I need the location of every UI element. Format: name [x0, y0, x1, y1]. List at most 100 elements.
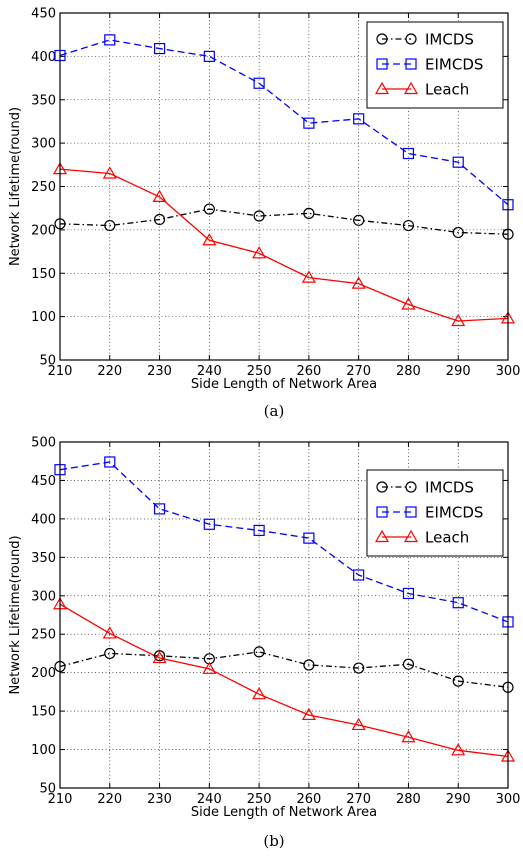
y-tick-label: 450 — [31, 474, 56, 489]
x-tick-label: 210 — [48, 792, 73, 807]
data-point-imcds — [303, 207, 315, 219]
data-point-leach — [301, 707, 316, 721]
data-point-eimcds — [104, 34, 116, 46]
legend-label-leach: Leach — [425, 529, 469, 547]
x-tick-label: 210 — [48, 364, 73, 379]
x-tick-label: 240 — [197, 364, 222, 379]
chart-a: 210 220 230 240 250 260 270 280 290 300 50 100 150 20… — [8, 7, 520, 421]
y-tick-label: 400 — [31, 512, 56, 527]
y-tick-label: 250 — [31, 180, 56, 195]
data-point-imcds — [402, 219, 415, 232]
data-point-imcds — [303, 659, 315, 671]
data-point-imcds — [104, 647, 116, 660]
data-point-imcds — [253, 210, 265, 222]
data-point-eimcds — [203, 50, 215, 62]
legend-label-eimcds: EIMCDS — [425, 56, 483, 74]
data-point-eimcds — [253, 77, 265, 89]
chart-b: 210 220 230 240 250 260 270 280 290 300 50 100 150 20… — [8, 436, 520, 851]
data-point-leach — [102, 166, 117, 179]
data-point-imcds — [353, 214, 365, 226]
legend-label-imcds: IMCDS — [425, 31, 474, 49]
data-point-imcds — [402, 658, 415, 670]
y-tick-label: 100 — [31, 310, 56, 325]
x-tick-label: 290 — [446, 792, 471, 807]
x-tick-label: 300 — [496, 364, 521, 379]
y-tick-label: 200 — [31, 223, 56, 238]
legend-marker-imcds — [405, 481, 417, 493]
y-tick-label: 50 — [39, 354, 56, 369]
data-point-eimcds — [452, 597, 464, 609]
legend-marker-eimcds — [376, 506, 388, 518]
data-point-eimcds — [353, 113, 365, 125]
figure-caption: (b) — [263, 832, 284, 850]
y-tick-label: 100 — [31, 743, 56, 758]
y-tick-label: 300 — [31, 589, 56, 604]
y-tick-label: 400 — [31, 50, 56, 65]
x-tick-label: 260 — [296, 792, 321, 807]
data-point-leach — [451, 743, 466, 756]
x-axis-label: Side Length of Network Area — [191, 377, 377, 392]
data-point-eimcds — [402, 587, 415, 600]
data-point-imcds — [153, 213, 166, 226]
legend-label-leach: Leach — [425, 81, 469, 99]
series-line-leach — [59, 168, 509, 322]
data-point-imcds — [452, 226, 464, 239]
data-point-eimcds — [303, 117, 315, 129]
legend: IMCDS EIMCDS Leach — [366, 469, 504, 557]
data-point-imcds — [253, 646, 265, 658]
legend-marker-eimcds — [376, 58, 388, 70]
y-axis-label: Network Lifetime(round) — [8, 535, 23, 694]
data-point-eimcds — [402, 147, 415, 160]
data-point-leach — [451, 313, 466, 327]
legend-label-eimcds: EIMCDS — [425, 504, 483, 522]
x-tick-label: 250 — [247, 792, 272, 807]
x-axis-label: Side Length of Network Area — [191, 805, 377, 820]
data-point-imcds — [353, 662, 365, 674]
x-tick-label: 270 — [346, 792, 371, 807]
y-tick-label: 200 — [31, 666, 56, 681]
legend-box — [366, 469, 504, 557]
data-point-eimcds — [153, 42, 166, 55]
data-point-eimcds — [153, 503, 166, 515]
data-point-leach — [301, 270, 316, 283]
x-tick-label: 220 — [97, 364, 122, 379]
data-point-imcds — [153, 650, 166, 662]
y-tick-label: 50 — [39, 782, 56, 797]
y-axis-label: Network Lifetime(round) — [8, 107, 23, 266]
plot-frame — [59, 12, 509, 361]
data-point-leach — [202, 661, 217, 674]
y-tick-label: 350 — [31, 93, 56, 108]
series-line-leach — [59, 603, 509, 758]
figure-caption: (a) — [264, 402, 285, 420]
y-tick-label: 300 — [31, 137, 56, 152]
legend-marker-leach — [403, 81, 419, 95]
series-line-eimcds — [59, 39, 509, 206]
legend-marker-leach — [374, 529, 390, 543]
data-point-imcds — [452, 675, 464, 687]
y-tick-label: 500 — [31, 436, 56, 451]
data-point-leach — [252, 686, 267, 700]
data-point-eimcds — [203, 518, 215, 530]
y-tick-label: 450 — [31, 7, 56, 22]
legend: IMCDS EIMCDS Leach — [366, 21, 504, 109]
data-point-eimcds — [253, 524, 265, 537]
x-tick-label: 280 — [396, 792, 421, 807]
legend-label-imcds: IMCDS — [425, 479, 474, 497]
x-tick-label: 300 — [496, 792, 521, 807]
data-point-imcds — [203, 203, 215, 215]
data-point-leach — [351, 276, 366, 289]
legend-marker-eimcds — [405, 58, 417, 70]
data-point-eimcds — [104, 456, 116, 468]
x-tick-label: 260 — [296, 364, 321, 379]
legend-marker-leach — [403, 529, 419, 543]
data-point-eimcds — [353, 569, 365, 581]
x-tick-label: 280 — [396, 364, 421, 379]
plot-frame — [59, 441, 509, 789]
y-tick-label: 350 — [31, 551, 56, 566]
series-line-imcds — [59, 208, 509, 235]
data-point-eimcds — [303, 532, 315, 544]
y-tick-label: 150 — [31, 267, 56, 282]
x-tick-label: 230 — [147, 364, 172, 379]
legend-marker-eimcds — [405, 506, 417, 518]
